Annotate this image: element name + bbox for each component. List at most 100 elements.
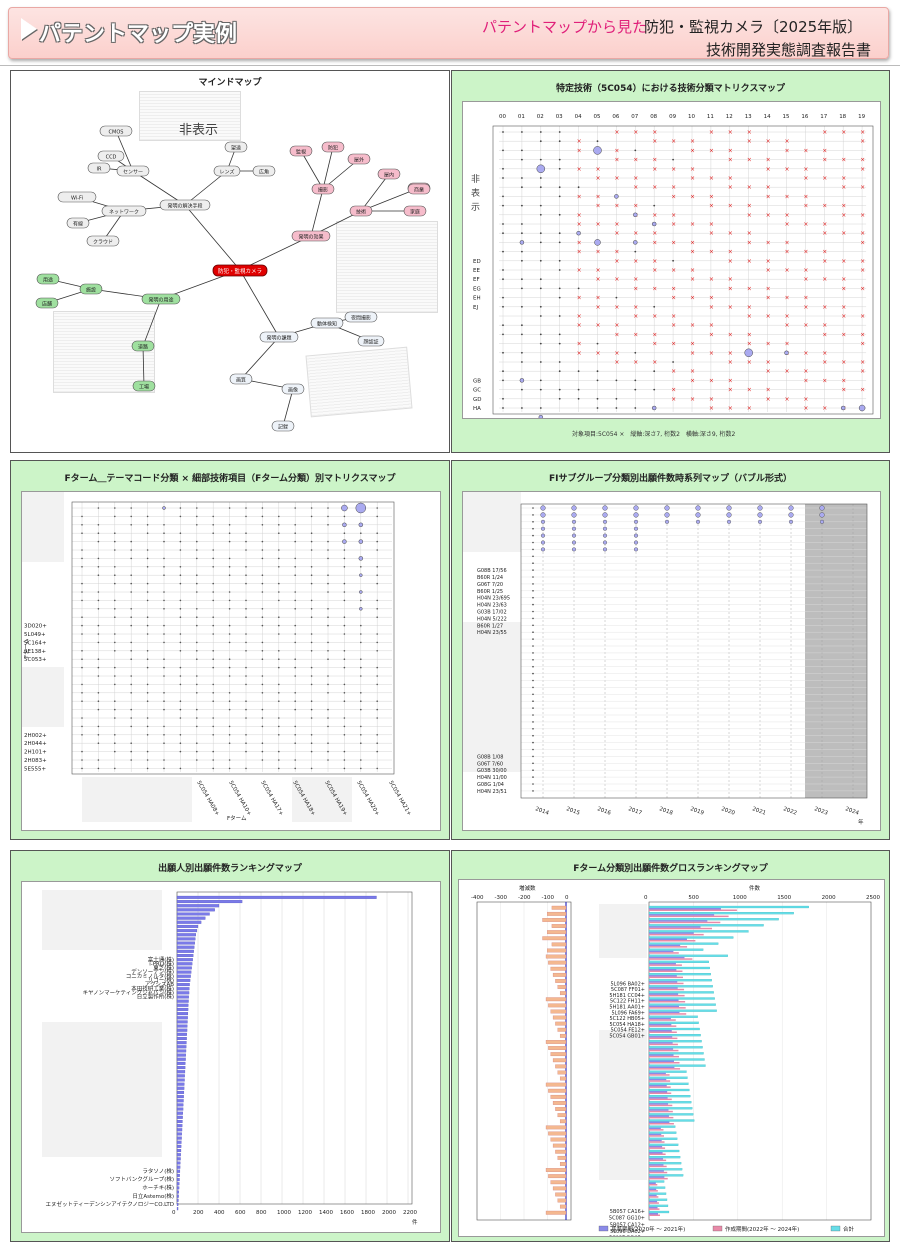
matrix2-dot [163,599,165,602]
ranking-bar [176,1153,181,1157]
gross-bar-base [649,1011,680,1014]
matrix1-bubble [519,240,525,245]
mindmap-node [86,235,120,247]
matrix1-cross: × [690,276,695,283]
gross-bar-delta [559,1076,567,1081]
gross-bar-delta [552,1143,567,1148]
matrix2-dot [179,608,182,610]
matrix1-dot [634,388,637,391]
matrix1-cross: × [822,147,827,154]
matrix2-dot [327,641,329,644]
matrix2-dot [146,717,149,719]
matrix1-dot [539,305,542,308]
bubble-row-label: B60R 1/27 [477,623,503,629]
gross-bar-delta [552,1058,567,1063]
gross-bar-create [649,1153,666,1155]
matrix1-dot [539,388,542,391]
matrix2-dot [81,549,83,551]
mindmap-node-label: 顔認証 [363,339,378,346]
matrix1-dot [653,370,656,373]
bubble-dot [532,672,534,675]
matrix1-cross: × [690,138,695,145]
matrix1-cross: × [860,341,865,348]
matrix2-dot [327,675,329,677]
matrix1-cross: × [803,249,808,256]
matrix1-svg: 00 01 02 03 04 05 06 07 08 09 10 11 12 13 14 15 16 17 18 19… [471,114,874,418]
matrix1-cross: × [652,212,657,219]
matrix2-dot [327,540,329,543]
matrix1-bubble [651,221,657,227]
matrix2-dot [228,658,231,660]
matrix2-dot [163,624,165,627]
matrix1-cross: × [690,322,695,329]
ranking-bar [176,1186,180,1190]
matrix2-dot [294,708,297,711]
hidden-area [336,221,438,313]
matrix2-dot [261,524,264,526]
gross-bar-base [649,1072,666,1075]
matrix2-dot [310,599,313,602]
gross-bar-base [649,1145,663,1148]
matrix2-dot [97,507,100,509]
mindmap-node-label: Wi-Fi [71,196,83,202]
matrix2-dot [278,582,280,585]
matrix2-dot [81,650,83,652]
ranking-bar [176,1165,181,1169]
bubble-svg: 2014 2015 2016 2017 2018 2019 2020 2021 2022 2023… [463,492,868,826]
gross-bar-create [649,964,682,966]
gross-bar-delta [550,966,567,971]
ranking-tick: 600 [235,1210,246,1216]
matrix2-dot [261,683,264,686]
matrix1-cross: × [785,368,790,375]
ranking-title: 出願人別出願件数ランキングマップ [158,864,302,874]
mindmap-node-label: 用途 [43,277,53,284]
matrix1-col-label: 16 [801,114,808,120]
matrix1-dot [502,351,504,354]
matrix2-dot [97,700,100,702]
matrix2-dot [360,599,362,602]
bubble-dot [532,596,534,599]
matrix2-dot [261,759,264,761]
bubble-mark [664,519,669,524]
matrix2-dot [294,624,297,627]
mindmap-edge [239,269,280,338]
matrix2-dot [228,624,231,627]
matrix2-dot [245,549,247,551]
matrix2-dot [146,582,149,585]
mindmap-node [132,380,156,392]
matrix2-dot [130,750,132,753]
matrix1-cross: × [766,396,771,403]
matrix2-dot [294,675,297,677]
matrix1-col-label: 01 [518,114,525,120]
bubble-dot [532,714,534,716]
matrix1-dot [558,241,561,244]
matrix2-dot [376,540,379,543]
matrix1-cross: × [577,313,582,320]
matrix1-cross: × [614,350,619,357]
ranking-label: ソフトバンクグループ(株) [109,1175,174,1183]
matrix2-dot [327,759,329,761]
matrix2-dot [278,717,280,719]
matrix2-dot [97,624,100,627]
ranking-bar [176,1041,187,1045]
bubble-dot [532,548,534,551]
matrix2-dot [360,658,362,660]
matrix1-cross: × [614,147,619,154]
matrix1-cross: × [747,129,752,136]
matrix1-cross: × [577,166,582,173]
matrix2-dot [212,683,214,686]
gross-bar-delta [548,960,567,965]
matrix2-dot [114,641,116,644]
matrix1-cross: × [614,331,619,338]
ranking-bar [176,1173,180,1177]
bubble-year-label: 2014 [534,806,550,817]
ranking-label: i-PRO(株) [149,959,174,967]
gross-bar-total [648,1162,682,1165]
matrix2-dot [196,515,198,518]
matrix1-dot [521,186,523,189]
matrix1-cross: × [690,175,695,182]
matrix1-cross: × [747,138,752,145]
matrix1-cross: × [822,129,827,136]
matrix1-cross: × [709,322,714,329]
matrix1-dot [558,342,561,345]
